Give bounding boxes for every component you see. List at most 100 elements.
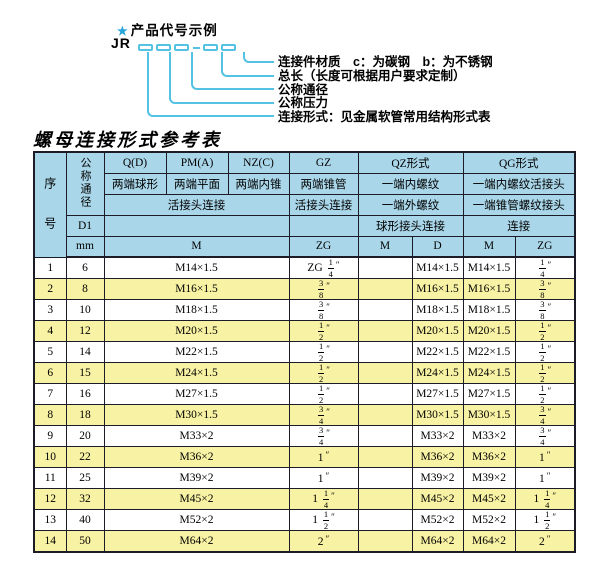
- product-code-prefix: JR: [111, 35, 131, 51]
- cell-qz-d: M16×1.5: [411, 278, 464, 300]
- cell-serial: 5: [33, 341, 67, 363]
- connector-line-connection-form: [147, 52, 274, 117]
- cell-qz-m: [357, 383, 413, 405]
- connector-line-pressure: [169, 52, 274, 104]
- cell-qg-zg: 1 2 ″: [514, 341, 576, 363]
- cell-qz-m: [357, 278, 413, 300]
- code-boxes: [138, 44, 239, 51]
- header-type-pm: PM(A): [165, 151, 229, 174]
- cell-qz-m: [357, 446, 413, 468]
- header-union-joint-left: 活接头连接: [103, 193, 290, 216]
- cell-qz-m: [357, 256, 413, 279]
- cell-m-thread: M33×2: [103, 425, 290, 447]
- cell-diameter: 14: [65, 341, 105, 363]
- table-row: 12 32 M45×2 1 1 4 ″ M45×2 M45×2 1 1 4 ″: [33, 488, 576, 510]
- cell-m-thread: M39×2: [103, 467, 290, 489]
- header-qg-connection: 连接: [462, 214, 576, 237]
- table-row: 10 22 M36×2 1 ″ M36×2 M36×2 1 ″: [33, 446, 576, 468]
- cell-qz-d: M27×1.5: [411, 383, 464, 405]
- cell-m-thread: M30×1.5: [103, 404, 290, 426]
- cell-gz-size: 3 4 ″: [288, 404, 359, 426]
- table-title: 螺母连接形式参考表: [33, 130, 222, 150]
- header-type-nz: NZ(C): [227, 151, 290, 174]
- cell-serial: 11: [33, 467, 67, 489]
- header-gz-sub: 两端锥管: [288, 172, 359, 195]
- cell-qg-m: M16×1.5: [462, 278, 516, 300]
- diagram-label-pressure: 公称压力: [278, 96, 329, 110]
- code-box-nominal-diameter: [174, 44, 189, 51]
- code-dash: [193, 46, 200, 49]
- cell-qg-zg: 3 8 ″: [514, 299, 576, 321]
- cell-diameter: 8: [65, 278, 105, 300]
- cell-serial: 7: [33, 383, 67, 405]
- product-code-example-label: 产品代号示例: [130, 23, 218, 38]
- cell-qz-d: M33×2: [411, 425, 464, 447]
- cell-qz-m: [357, 509, 413, 531]
- cell-serial: 9: [33, 425, 67, 447]
- cell-qg-zg: 1 ″: [514, 446, 576, 468]
- cell-m-thread: M18×1.5: [103, 299, 290, 321]
- code-box-connection-form: [138, 44, 153, 51]
- header-qg-m: M: [462, 235, 516, 258]
- cell-diameter: 20: [65, 425, 105, 447]
- table-row: 6 15 M24×1.5 1 2 ″ M24×1.5 M24×1.5 1 2 ″: [33, 362, 576, 384]
- header-type-qg: QG形式: [462, 151, 576, 174]
- table-row: 5 14 M22×1.5 1 2 ″ M22×1.5 M22×1.5 1 2 ″: [33, 341, 576, 363]
- cell-qg-zg: 1 4 ″: [514, 256, 576, 279]
- cell-m-thread: M16×1.5: [103, 278, 290, 300]
- cell-qg-m: M30×1.5: [462, 404, 516, 426]
- header-d1: D1: [65, 214, 105, 237]
- header-qz-inner-thread: 一端内螺纹: [357, 172, 464, 195]
- cell-qg-m: M20×1.5: [462, 320, 516, 342]
- header-qz-m: M: [357, 235, 413, 258]
- cell-qg-m: M33×2: [462, 425, 516, 447]
- cell-diameter: 12: [65, 320, 105, 342]
- cell-gz-size: 3 8 ″: [288, 299, 359, 321]
- cell-qz-m: [357, 299, 413, 321]
- cell-qz-m: [357, 404, 413, 426]
- cell-diameter: 40: [65, 509, 105, 531]
- connector-line-material: [243, 52, 274, 63]
- cell-diameter: 10: [65, 299, 105, 321]
- cell-qz-d: M52×2: [411, 509, 464, 531]
- cell-gz-size: 3 4 ″: [288, 425, 359, 447]
- cell-m-thread: M20×1.5: [103, 320, 290, 342]
- cell-qg-zg: 3 4 ″: [514, 425, 576, 447]
- diagram-label-total-length: 总长（长度可根据用户要求定制）: [278, 69, 466, 83]
- table-header: 序号 公称通径 Q(D) PM(A) NZ(C) GZ QZ形式 QG形式 两端…: [33, 151, 576, 258]
- cell-gz-size: 2 ″: [288, 530, 359, 552]
- cell-serial: 8: [33, 404, 67, 426]
- cell-gz-size: 1 2 ″: [288, 341, 359, 363]
- cell-gz-size: 1 ″: [288, 467, 359, 489]
- cell-serial: 3: [33, 299, 67, 321]
- connector-line-total-length: [221, 52, 274, 77]
- header-type-qz: QZ形式: [357, 151, 464, 174]
- diagram-label-material: 连接件材质 c：为碳钢 b：为不锈钢: [278, 55, 493, 69]
- cell-serial: 12: [33, 488, 67, 510]
- diagram-label-connection-form: 连接形式：见金属软管常用结构形式表: [278, 110, 491, 124]
- cell-qg-m: M52×2: [462, 509, 516, 531]
- nut-connection-reference-table: 序号 公称通径 Q(D) PM(A) NZ(C) GZ QZ形式 QG形式 两端…: [33, 151, 576, 553]
- cell-qz-d: M45×2: [411, 488, 464, 510]
- cell-serial: 13: [33, 509, 67, 531]
- header-qz-d: D: [411, 235, 464, 258]
- cell-qz-m: [357, 320, 413, 342]
- cell-qg-zg: 1 ″: [514, 467, 576, 489]
- table-row: 2 8 M16×1.5 3 8 ″ M16×1.5 M16×1.5 3 8 ″: [33, 278, 576, 300]
- header-qz-ball-joint: 球形接头连接: [357, 214, 464, 237]
- cell-qg-m: M27×1.5: [462, 383, 516, 405]
- cell-qz-m: [357, 425, 413, 447]
- cell-qz-m: [357, 467, 413, 489]
- cell-qz-m: [357, 362, 413, 384]
- cell-qg-zg: 1 2 ″: [514, 320, 576, 342]
- header-union-joint-gz: 活接头连接: [288, 193, 359, 216]
- table-row: 4 12 M20×1.5 1 2 ″ M20×1.5 M20×1.5 1 2 ″: [33, 320, 576, 342]
- header-pm-sub: 两端平面: [165, 172, 229, 195]
- cell-qg-m: M18×1.5: [462, 299, 516, 321]
- table-row: 1 6 M14×1.5 ZG 1 4 ″ M14×1.5 M14×1.5 1 4 ″: [33, 256, 576, 279]
- table-row: 13 40 M52×2 1 1 2 ″ M52×2 M52×2 1 1 2 ″: [33, 509, 576, 531]
- cell-diameter: 22: [65, 446, 105, 468]
- cell-qz-d: M18×1.5: [411, 299, 464, 321]
- cell-gz-size: 1 1 2 ″: [288, 509, 359, 531]
